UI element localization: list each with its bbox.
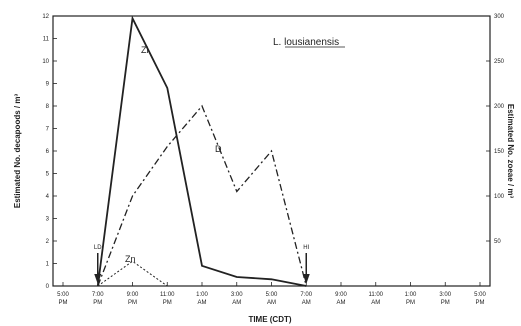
right-tick-label: 200 [494,104,505,110]
left-tick-label: 6 [46,149,50,155]
annotation-label-ld: LD [94,245,102,251]
right-tick-label: 50 [494,239,501,245]
x-tick-label: 11:00 PM [160,292,175,306]
chart-title: L. lousianensis [273,37,339,48]
annotation-label-hi: HI [303,245,309,251]
left-tick-label: 2 [46,239,50,245]
series-label-zn: Zn [125,254,136,264]
left-tick-label: 10 [42,59,49,65]
left-tick-label: 0 [46,284,50,290]
annotation-layer: LD HI [94,245,310,284]
y-axis-title-left: Estimated No. decapoods / m³ [13,94,22,209]
series-line-zl [96,15,307,287]
series-line-d [97,104,307,287]
right-tick-label: 250 [494,59,505,65]
x-tick-label: 5:00 PM [474,292,486,306]
x-tick-label: 3:00 AM [231,292,243,306]
left-tick-label: 4 [46,194,50,200]
series-label-zl: Zl [141,45,149,55]
left-tick-label: 7 [46,127,50,133]
x-tick-label: 3:00 PM [439,292,451,306]
x-tick-label: 1:00 AM [196,292,208,306]
annotation-arrow-head [94,274,102,284]
series-label-d: D [215,144,222,154]
x-tick-label: 9:00 AM [335,292,347,306]
left-tick-label: 9 [46,82,50,88]
x-tick-label: 7:00 AM [300,292,312,306]
x-tick-label: 9:00 PM [127,292,139,306]
annotation-arrow-head [302,274,310,284]
y-axis-title-right: Estimated No. zoeae / m³ [506,104,515,199]
left-tick-label: 11 [43,37,50,43]
x-tick-label: 1:00 PM [405,292,417,306]
x-tick-label: 5:00 AM [266,292,278,306]
right-tick-label: 150 [494,149,505,155]
left-tick-label: 8 [46,104,50,110]
left-tick-label: 1 [46,262,50,268]
left-tick-label: 5 [46,172,50,178]
x-tick-label: 7:00 PM [92,292,104,306]
left-tick-label: 3 [46,217,50,223]
x-tick-label: 5:00 PM [57,292,69,306]
x-tick-label: 11:00 AM [368,292,383,306]
right-tick-label: 100 [494,194,505,200]
x-axis-title: TIME (CDT) [248,315,291,324]
right-axis-ticks: 50 100 150 200 250 300 [486,14,505,245]
left-tick-label: 12 [42,14,49,20]
right-tick-label: 300 [494,14,505,20]
series-layer: Zl D Zn [96,15,307,287]
